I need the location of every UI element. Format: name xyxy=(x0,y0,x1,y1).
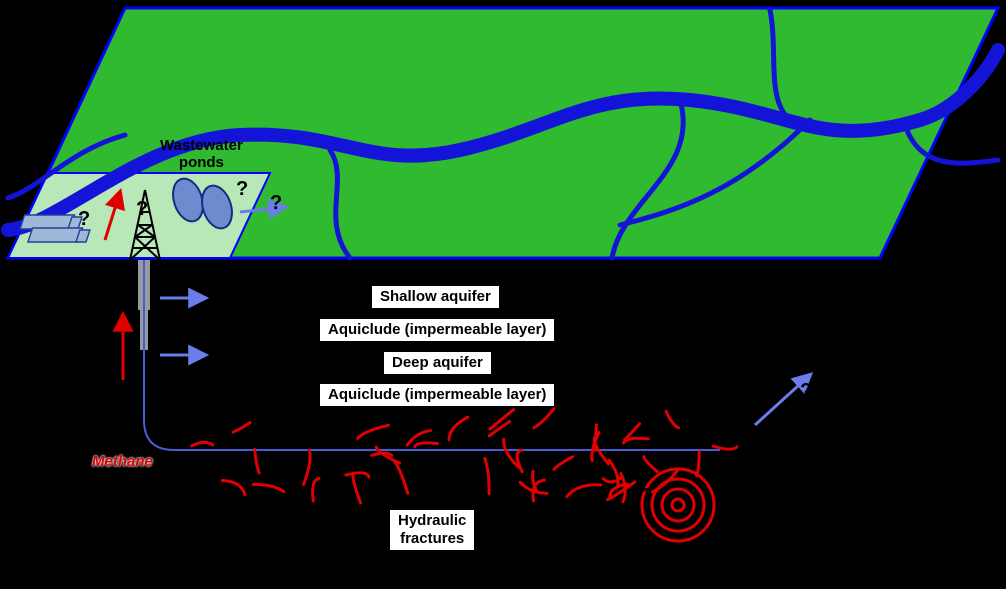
methane-label: Methane xyxy=(92,453,153,470)
question-mark-icon: ? xyxy=(640,485,652,508)
wastewater-ponds-label: Wastewater ponds xyxy=(160,138,243,171)
question-mark-icon: ? xyxy=(78,208,90,231)
question-mark-icon: ? xyxy=(270,192,282,215)
layer-label-aquiclude2: Aquiclude (impermeable layer) xyxy=(320,384,554,406)
question-mark-icon: ? xyxy=(136,198,148,221)
diagram-canvas xyxy=(0,0,1006,589)
layer-label-aquiclude1: Aquiclude (impermeable layer) xyxy=(320,319,554,341)
seismic-rings xyxy=(642,469,714,541)
question-mark-icon: ? xyxy=(800,380,812,403)
question-mark-icon: ? xyxy=(236,178,248,201)
layer-label-shallow: Shallow aquifer xyxy=(372,286,499,308)
hydraulic-fractures xyxy=(192,409,737,503)
layer-label-deep: Deep aquifer xyxy=(384,352,491,374)
layer-label-hydraulic: Hydraulic fractures xyxy=(390,510,474,550)
